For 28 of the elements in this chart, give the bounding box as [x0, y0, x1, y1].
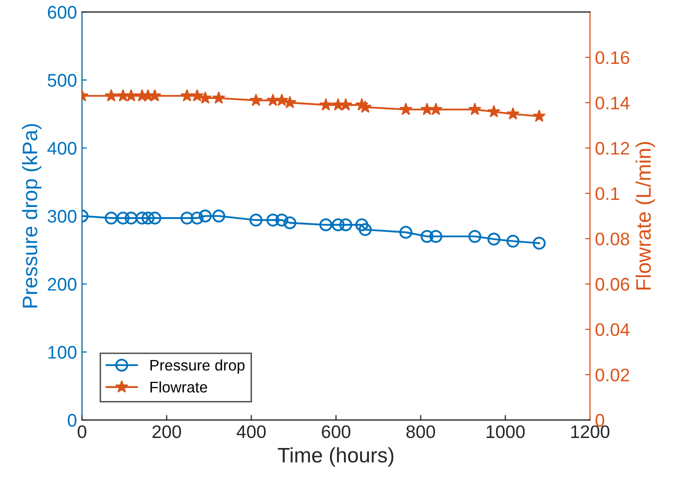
y-axis-title: Pressure drop (kPa) [22, 124, 42, 308]
y2-axis-title: Flowrate (L/min) [636, 142, 655, 290]
legend-label: Pressure drop [150, 359, 245, 374]
y2-tick-label: 0.06 [596, 278, 630, 291]
y-tick-label: 600 [48, 6, 76, 19]
y-tick-label: 0 [68, 414, 76, 427]
y2-tick-label: 0 [596, 414, 604, 427]
y-tick-label: 100 [48, 346, 76, 359]
x-tick-label: 0 [78, 425, 86, 438]
y-tick-label: 300 [48, 210, 76, 223]
y-tick-label: 400 [47, 142, 76, 155]
x-tick-label: 200 [152, 425, 182, 438]
legend-label: Flowrate [150, 381, 208, 393]
y2-tick-label: 0.12 [596, 142, 630, 155]
y2-tick-label: 0.1 [596, 187, 620, 200]
x-tick-label: 1000 [486, 425, 525, 438]
x-tick-label: 400 [236, 425, 266, 438]
y-tick-label: 500 [48, 74, 76, 87]
x-tick-label: 800 [406, 425, 436, 438]
y-tick-label: 200 [48, 278, 76, 291]
x-tick-label: 1200 [571, 425, 610, 438]
x-axis-title: Time (hours) [278, 447, 394, 467]
x-tick-label: 600 [322, 425, 350, 438]
y2-tick-label: 0.04 [596, 323, 630, 336]
y2-tick-label: 0.16 [596, 51, 630, 64]
y2-tick-label: 0.02 [596, 368, 630, 382]
y2-tick-label: 0.14 [596, 96, 630, 110]
y2-tick-label: 0.08 [596, 232, 630, 246]
